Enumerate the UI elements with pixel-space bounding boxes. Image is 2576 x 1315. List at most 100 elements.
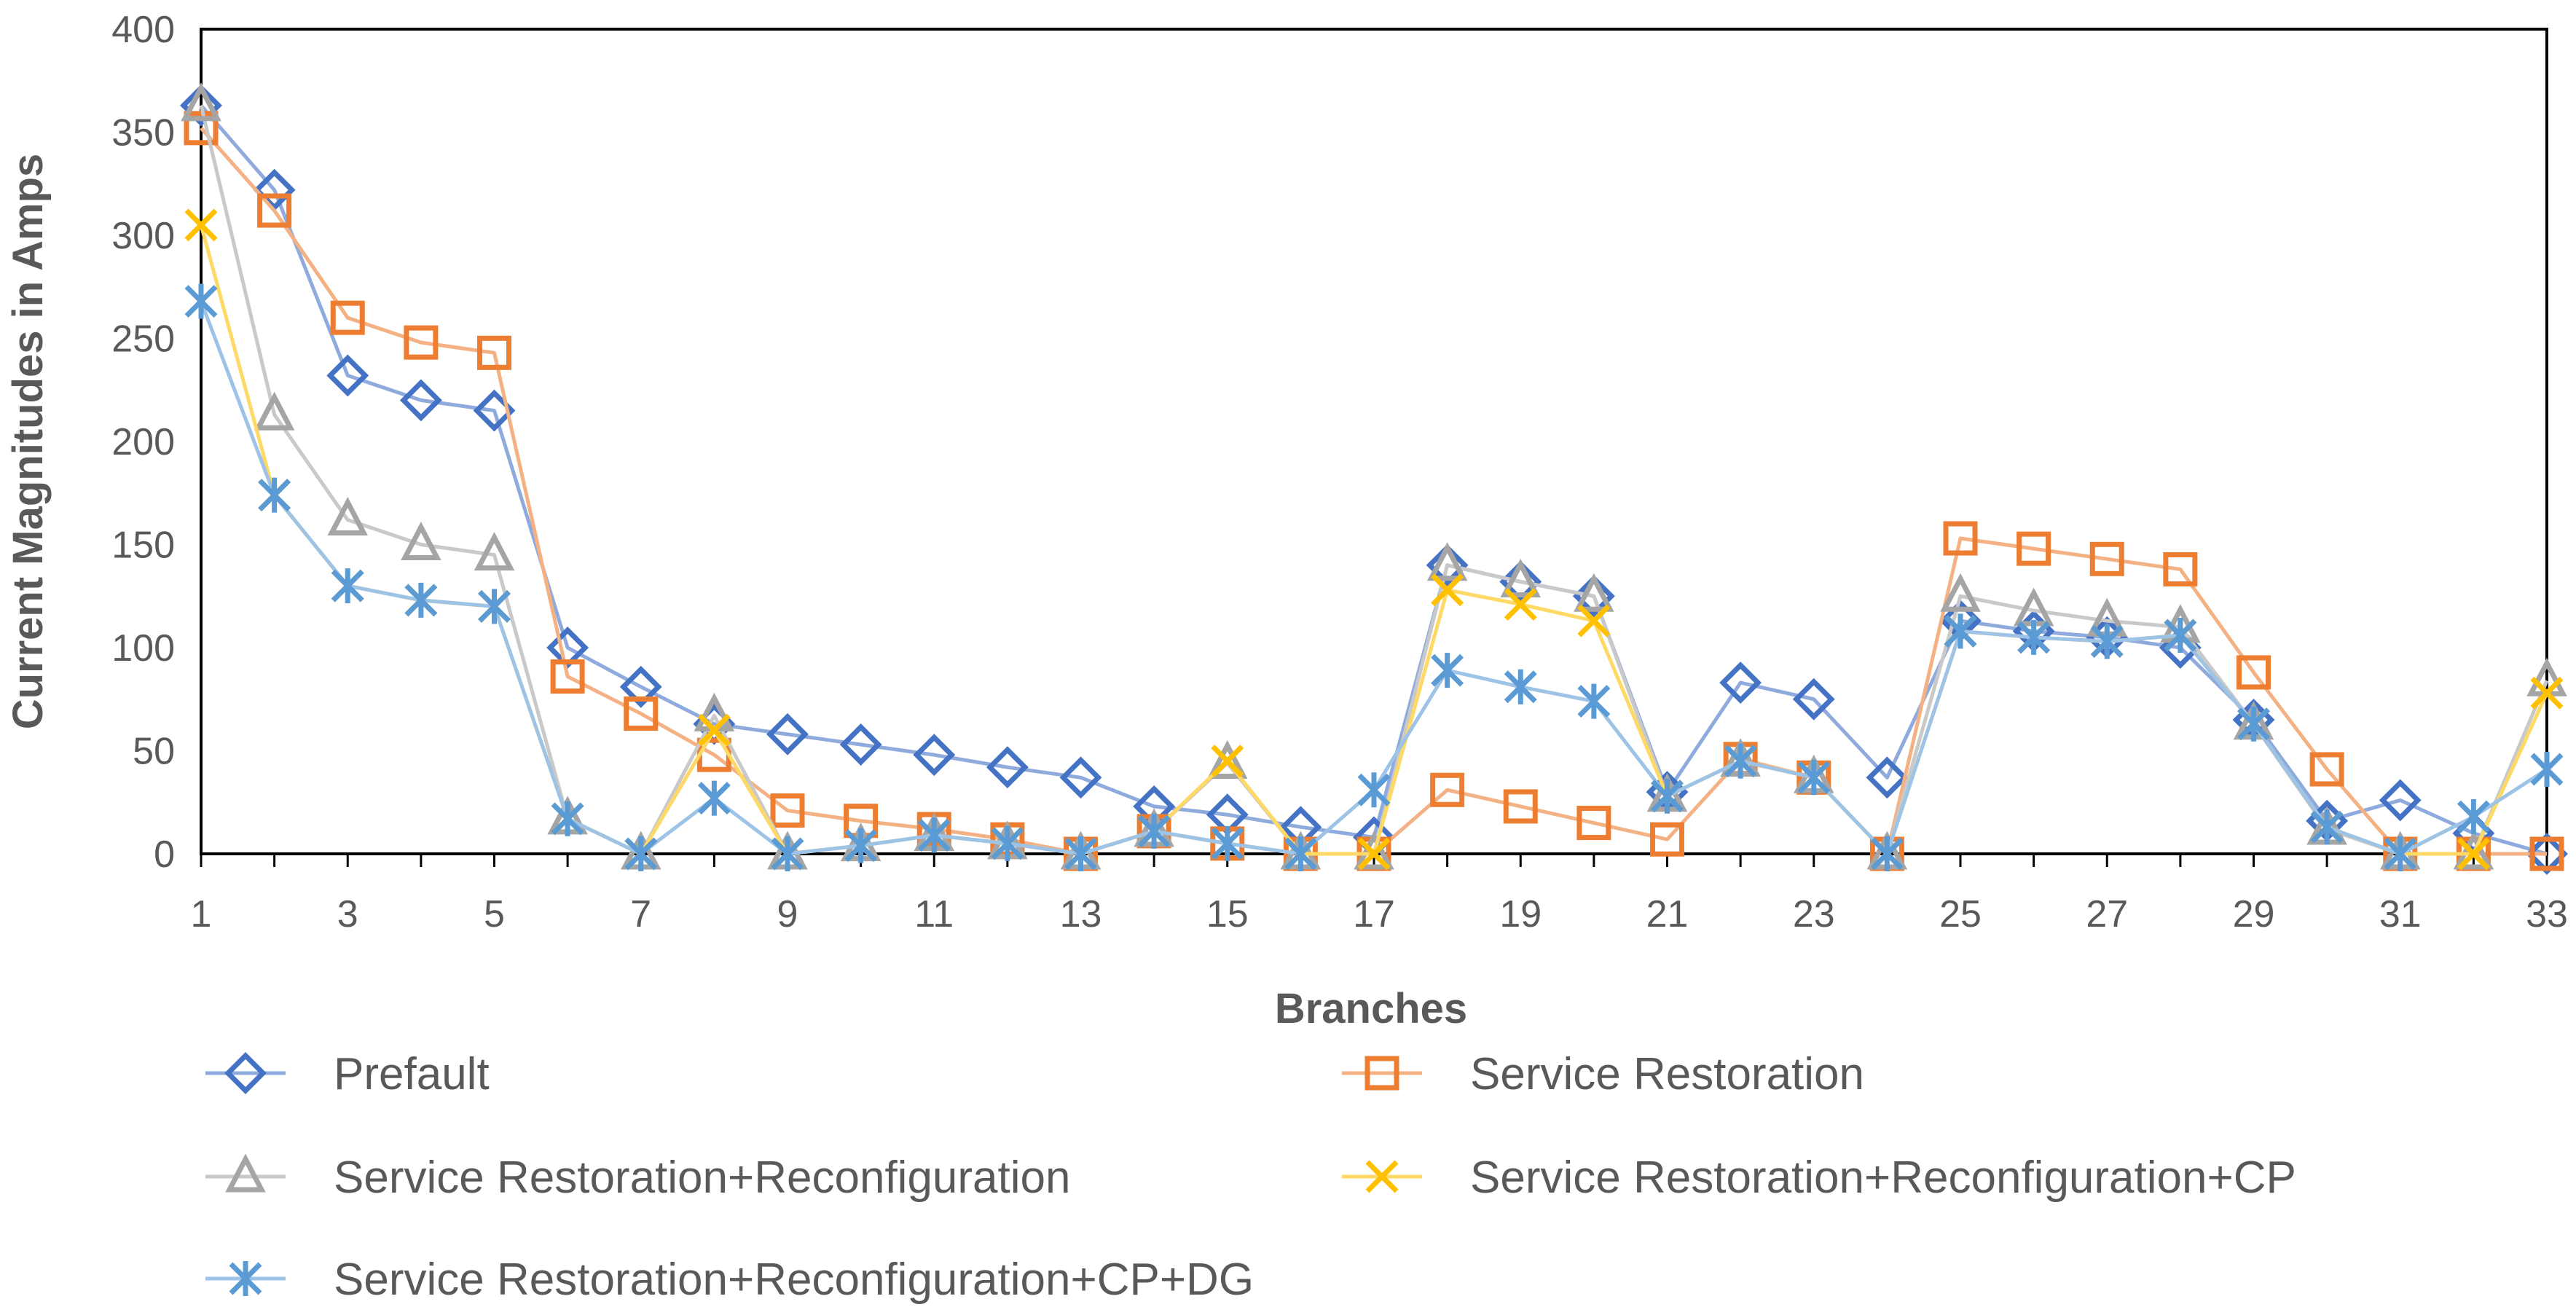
legend-label: Service Restoration [1470, 1049, 1864, 1099]
data-point [254, 391, 295, 431]
series-line [199, 105, 2549, 856]
legend-label: Service Restoration+Reconfiguration [334, 1153, 1071, 1203]
data-point [697, 713, 731, 747]
x-tick-label: 9 [777, 893, 798, 935]
data-point [1797, 760, 1831, 796]
plot-area [200, 28, 2548, 855]
data-point [1430, 772, 1465, 807]
data-point [624, 836, 658, 871]
data-point [986, 746, 1029, 789]
data-point [1357, 837, 1391, 871]
data-point [2309, 752, 2344, 787]
data-point [401, 521, 441, 560]
data-point [1211, 825, 1244, 861]
data-point [1866, 756, 1909, 799]
series-line [200, 104, 2548, 856]
x-tick-label: 3 [337, 893, 358, 935]
data-point [551, 801, 584, 836]
data-point [258, 477, 291, 513]
series-5 [184, 283, 2564, 871]
legend: Prefault Service Restoration Service Resto… [205, 1049, 2296, 1305]
data-point [184, 283, 218, 319]
data-point [619, 665, 662, 708]
data-point [2164, 618, 2197, 653]
y-tick-label: 400 [111, 9, 175, 51]
data-point [991, 825, 1024, 861]
data-point [1357, 772, 1391, 808]
data-point [1504, 669, 1537, 704]
y-tick-label: 250 [111, 318, 175, 361]
data-point [1503, 789, 1538, 824]
x-tick-label: 1 [191, 893, 212, 935]
x-tick-label: 7 [630, 893, 651, 935]
data-point [546, 627, 589, 669]
x-tick-label: 17 [1353, 893, 1395, 935]
y-tick-label: 100 [111, 627, 175, 670]
data-point [1059, 756, 1102, 799]
data-point [1211, 745, 1244, 778]
data-point [697, 780, 731, 816]
series-3 [181, 82, 2567, 870]
y-tick-label: 0 [154, 833, 175, 876]
legend-marker [225, 1153, 266, 1193]
data-point [1431, 653, 1464, 688]
data-point [1499, 560, 1542, 603]
legend-marker [224, 1052, 267, 1094]
data-point [1426, 543, 1469, 586]
data-point [2017, 619, 2051, 655]
data-point [2237, 655, 2271, 690]
legend-marker [229, 1261, 262, 1296]
data-point [2017, 531, 2051, 566]
data-point [550, 659, 585, 694]
data-point [404, 582, 438, 618]
data-point [2453, 831, 2494, 870]
data-point [331, 568, 364, 604]
series-1 [180, 84, 2568, 875]
series-layer [180, 82, 2568, 875]
legend-label: Service Restoration+Reconfiguration+CP [1470, 1153, 2296, 1203]
legend-label: Service Restoration+Reconfiguration+CP+D… [334, 1255, 1254, 1305]
data-point [257, 193, 292, 228]
data-point [913, 734, 956, 777]
data-point [1651, 778, 1684, 814]
data-point [253, 168, 296, 211]
data-point [474, 532, 515, 571]
data-point [1870, 836, 1904, 871]
x-tick-label: 31 [2379, 893, 2422, 935]
data-point [624, 696, 659, 731]
data-point [1137, 813, 1171, 849]
legend-item: Service Restoration+Reconfiguration [205, 1153, 1071, 1203]
data-point [477, 335, 511, 370]
data-point [184, 208, 218, 242]
y-tick-label: 50 [133, 731, 175, 773]
data-point [1940, 573, 1981, 612]
legend-item: Prefault [205, 1049, 490, 1099]
x-tick-label: 15 [1206, 893, 1249, 935]
y-tick-label: 200 [111, 421, 175, 463]
legend-item: Service Restoration [1342, 1049, 1864, 1099]
legend-label: Prefault [334, 1049, 490, 1099]
data-point [1354, 831, 1394, 870]
x-tick-label: 23 [1793, 893, 1835, 935]
data-point [2457, 799, 2490, 835]
data-point [1064, 836, 1097, 871]
data-point [839, 723, 882, 766]
x-tick-label: 33 [2526, 893, 2568, 935]
data-point [917, 817, 951, 853]
data-point [1576, 806, 1611, 841]
x-tick-label: 5 [484, 893, 505, 935]
x-tick-label: 19 [1499, 893, 1542, 935]
legend-item: Service Restoration+Reconfiguration+CP+D… [205, 1255, 1254, 1305]
data-point [1943, 521, 1978, 556]
data-point [1574, 573, 1614, 612]
data-point [2530, 676, 2564, 710]
x-tick-label: 25 [1939, 893, 1982, 935]
data-point [1500, 558, 1542, 597]
data-point [478, 589, 511, 624]
data-point [404, 325, 439, 360]
data-point [1719, 662, 1762, 704]
data-point [1426, 542, 1468, 581]
data-point [1944, 613, 1977, 649]
data-point [2163, 551, 2198, 586]
